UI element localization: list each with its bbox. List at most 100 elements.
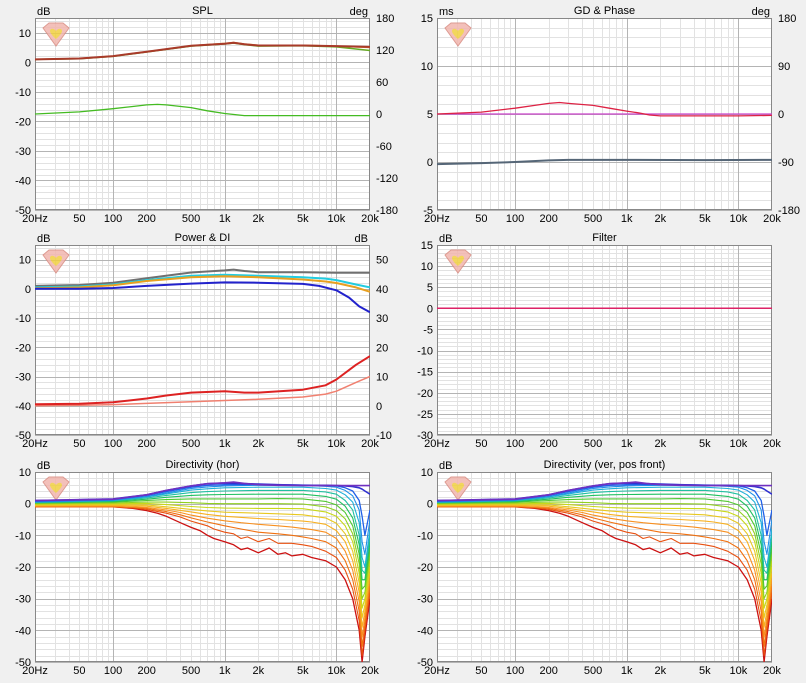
series-line-15	[35, 481, 370, 502]
x-tick-label: 100	[506, 213, 524, 225]
y-tick-label: 10	[19, 255, 31, 267]
y-tick-label: -10	[417, 346, 433, 358]
x-tick-label: 500	[584, 438, 602, 450]
logo-heart	[452, 482, 464, 493]
diamond-heart-logo-icon	[42, 476, 70, 501]
series-line-11	[35, 486, 370, 568]
y-right-tick-label: -180	[778, 205, 800, 217]
y-axis-label: dB	[439, 460, 452, 472]
y-axis-label: dB	[37, 6, 50, 18]
x-tick-label: 20k	[763, 438, 781, 450]
plot-area	[437, 245, 772, 435]
series-line-3	[437, 505, 772, 638]
series-group	[35, 41, 370, 117]
y-tick-label: -20	[417, 562, 433, 574]
diamond-heart-logo-icon	[42, 22, 70, 47]
x-tick-label: 5k	[699, 438, 711, 450]
y-right-tick-label: -90	[778, 157, 794, 169]
y-right-tick-label: 0	[376, 401, 382, 413]
y-tick-label: -40	[15, 401, 31, 413]
series-line-2	[35, 275, 370, 293]
series-line-5	[35, 504, 370, 619]
chart-spl: 20Hz 50 100 200 500 1k 2k 5k 10k 20k100-10-20-30-…	[15, 5, 398, 225]
series-line-9	[35, 493, 370, 581]
logo-heart	[452, 255, 464, 266]
y-right-tick-label: -60	[376, 141, 392, 153]
y-tick-label: 15	[421, 13, 433, 25]
y-tick-label: -5	[423, 205, 433, 217]
y-tick-label: 5	[427, 282, 433, 294]
x-tick-label: 50	[475, 438, 487, 450]
y-tick-label: 10	[421, 61, 433, 73]
x-tick-label: 20Hz	[424, 665, 450, 677]
y-tick-label: -40	[15, 625, 31, 637]
y-tick-label: -20	[15, 342, 31, 354]
y-right-tick-label: -180	[376, 205, 398, 217]
x-tick-label: 20Hz	[22, 665, 48, 677]
x-tick-label: 1k	[621, 213, 633, 225]
series-line-0	[35, 103, 370, 117]
series-line-6	[437, 502, 772, 609]
x-tick-label: 2k	[253, 213, 265, 225]
chart-gdphase: 20Hz 50 100 200 500 1k 2k 5k 10k 20k151050-518090…	[421, 5, 800, 225]
y-tick-label: -50	[15, 430, 31, 442]
x-tick-label: 10k	[328, 213, 346, 225]
series-line-2	[437, 506, 772, 647]
y-tick-label: -40	[15, 175, 31, 187]
x-tick-label: 10k	[730, 213, 748, 225]
series-line-15	[437, 481, 772, 502]
chart-dirhor: 20Hz 50 100 200 500 1k 2k 5k 10k 20k100-10-20-30-…	[15, 459, 379, 677]
major-grid	[35, 245, 370, 436]
series-line-3	[35, 281, 370, 314]
y-tick-label: -50	[15, 657, 31, 669]
y-right-tick-label: 0	[778, 109, 784, 121]
series-group	[437, 101, 772, 166]
x-tick-label: 200	[539, 213, 557, 225]
x-tick-label: 200	[137, 213, 155, 225]
x-tick-label: 10k	[328, 438, 346, 450]
y-tick-label: -10	[15, 313, 31, 325]
x-tick-label: 200	[137, 438, 155, 450]
y-tick-label: 0	[25, 499, 31, 511]
x-tick-label: 20Hz	[22, 438, 48, 450]
series-line-3	[35, 41, 370, 61]
y-axis-label: dB	[439, 233, 452, 245]
series-line-2	[437, 158, 772, 166]
chart-title: SPL	[192, 5, 213, 17]
series-line-0	[35, 506, 370, 662]
y-right-tick-label: 30	[376, 313, 388, 325]
y-right-tick-label: 40	[376, 284, 388, 296]
diamond-heart-logo-icon	[42, 249, 70, 274]
x-tick-label: 500	[584, 213, 602, 225]
x-tick-label: 20Hz	[424, 213, 450, 225]
y-right-tick-label: 60	[376, 77, 388, 89]
x-tick-label: 5k	[699, 213, 711, 225]
series-line-10	[437, 489, 772, 574]
diamond-heart-logo-icon	[444, 249, 472, 274]
series-line-11	[437, 486, 772, 568]
x-tick-label: 2k	[253, 438, 265, 450]
series-line-0	[437, 506, 772, 662]
x-tick-label: 50	[475, 665, 487, 677]
y-tick-label: -30	[15, 594, 31, 606]
series-line-4	[35, 504, 370, 628]
y-tick-label: -10	[15, 87, 31, 99]
series-line-2	[35, 506, 370, 647]
y-right-axis-label: dB	[355, 233, 368, 245]
y-tick-label: -30	[417, 430, 433, 442]
y-right-tick-label: -10	[376, 430, 392, 442]
x-tick-label: 100	[506, 665, 524, 677]
x-tick-label: 100	[104, 665, 122, 677]
x-tick-label: 20Hz	[22, 213, 48, 225]
series-line-7	[35, 501, 370, 600]
y-tick-label: 10	[19, 28, 31, 40]
x-tick-label: 50	[73, 213, 85, 225]
series-line-4	[35, 375, 370, 407]
x-tick-label: 1k	[219, 438, 231, 450]
x-tick-label: 20k	[361, 438, 379, 450]
y-tick-label: -20	[417, 388, 433, 400]
x-tick-label: 20k	[763, 665, 781, 677]
y-tick-label: -25	[417, 409, 433, 421]
y-right-tick-label: -120	[376, 173, 398, 185]
